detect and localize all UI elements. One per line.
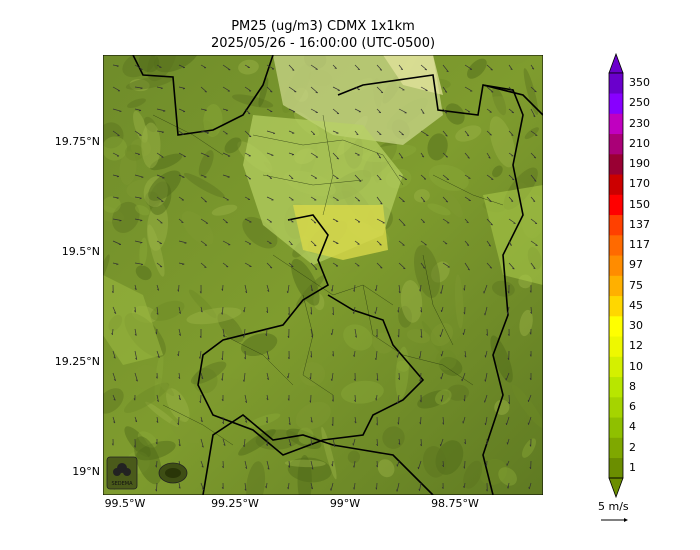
lat-tick-label: 19.75°N bbox=[54, 135, 100, 148]
pm25-colorbar bbox=[608, 53, 624, 498]
colorbar-tick-label: 75 bbox=[629, 278, 643, 292]
lat-tick-label: 19.25°N bbox=[54, 355, 100, 368]
colorbar-segment bbox=[609, 295, 623, 317]
colorbar-tick-label: 12 bbox=[629, 339, 643, 353]
colorbar-segment bbox=[609, 154, 623, 175]
colorbar-segment bbox=[609, 133, 623, 155]
colorbar-extend-max bbox=[608, 53, 624, 74]
lat-tick-label: 19°N bbox=[72, 465, 100, 478]
colorbar-segment bbox=[609, 336, 623, 357]
colorbar-tick-label: 8 bbox=[629, 379, 636, 393]
svg-text:SEDEMA: SEDEMA bbox=[111, 481, 133, 487]
partner-logo bbox=[158, 462, 188, 484]
colorbar-segment bbox=[609, 397, 623, 418]
colorbar-tick-label: 4 bbox=[629, 420, 636, 434]
colorbar-segment bbox=[609, 113, 623, 135]
colorbar-segment bbox=[609, 316, 623, 337]
colorbar-segment bbox=[609, 73, 623, 94]
colorbar-tick-label: 10 bbox=[629, 359, 643, 373]
colorbar-tick-label: 170 bbox=[629, 177, 650, 191]
wind-vector-field bbox=[111, 64, 538, 492]
colorbar-segment bbox=[609, 437, 623, 459]
map-subtitle-timestamp: 2025/05/26 - 16:00:00 (UTC-0500) bbox=[210, 36, 436, 51]
pm25-map: SEDEMA bbox=[103, 55, 543, 495]
colorbar-segment bbox=[609, 255, 623, 276]
colorbar-extend-min bbox=[608, 477, 624, 498]
lat-tick-label: 19.5°N bbox=[61, 245, 100, 258]
colorbar-segment bbox=[609, 174, 623, 195]
colorbar-segment bbox=[609, 356, 623, 378]
municipal-boundaries bbox=[152, 114, 504, 446]
colorbar-segment bbox=[609, 235, 623, 256]
lon-tick-label: 99.5°W bbox=[104, 497, 146, 510]
lon-tick-label: 99.25°W bbox=[211, 497, 259, 510]
colorbar-segment bbox=[609, 417, 623, 438]
colorbar-tick-label: 2 bbox=[629, 440, 636, 454]
colorbar-tick-label: 1 bbox=[629, 460, 636, 474]
colorbar-tick-label: 117 bbox=[629, 238, 650, 252]
colorbar-tick-label: 45 bbox=[629, 298, 643, 312]
colorbar-segment bbox=[609, 194, 623, 216]
colorbar-tick-label: 150 bbox=[629, 197, 650, 211]
colorbar-segment bbox=[609, 457, 623, 479]
colorbar-tick-label: 6 bbox=[629, 400, 636, 414]
colorbar-segment bbox=[609, 93, 623, 114]
lon-tick-label: 98.75°W bbox=[431, 497, 479, 510]
colorbar-tick-label: 230 bbox=[629, 116, 650, 130]
northeast-boundary bbox=[482, 84, 543, 116]
colorbar-tick-label: 30 bbox=[629, 319, 643, 333]
colorbar-tick-label: 137 bbox=[629, 217, 650, 231]
pm25-region-pale-north-east bbox=[383, 55, 443, 95]
colorbar-tick-label: 97 bbox=[629, 258, 643, 272]
hidalgo-boundary bbox=[337, 74, 524, 495]
colorbar-segment bbox=[609, 376, 623, 398]
colorbar-tick-label: 350 bbox=[629, 76, 650, 90]
colorbar-tick-label: 190 bbox=[629, 157, 650, 171]
sedema-logo: SEDEMA bbox=[106, 456, 138, 490]
wind-scale-label: 5 m/s bbox=[598, 500, 629, 513]
morelos-boundary bbox=[202, 414, 434, 495]
pm25-region-light-west bbox=[103, 275, 163, 365]
state-boundaries bbox=[132, 55, 543, 495]
lon-tick-label: 99°W bbox=[329, 497, 361, 510]
colorbar-tick-label: 250 bbox=[629, 96, 650, 110]
colorbar-segment bbox=[609, 214, 623, 236]
colorbar-tick-label: 210 bbox=[629, 136, 650, 150]
edomex-north-boundary bbox=[132, 55, 274, 136]
colorbar-segment bbox=[609, 275, 623, 297]
wind-scale-arrow-icon bbox=[601, 518, 628, 522]
map-title: PM25 (ug/m3) CDMX 1x1km bbox=[231, 19, 415, 34]
